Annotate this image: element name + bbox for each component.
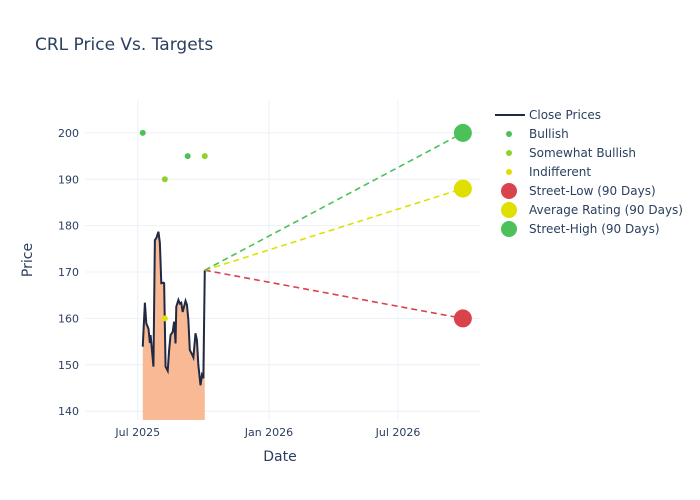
y-tick-label: 140 — [58, 405, 79, 418]
y-tick-label: 160 — [58, 312, 79, 325]
x-tick-label: Jan 2026 — [244, 426, 293, 439]
close-price-line — [141, 231, 206, 386]
target-marker — [453, 309, 472, 328]
y-tick-label: 170 — [58, 266, 79, 279]
target-marker — [453, 179, 472, 198]
legend-marker-icon — [501, 202, 517, 218]
legend-label: Close Prices — [529, 108, 601, 122]
rating-point — [201, 153, 208, 160]
rating-point — [161, 176, 168, 183]
chart-title: CRL Price Vs. Targets — [35, 35, 213, 55]
legend-label: Average Rating (90 Days) — [529, 203, 683, 217]
target-line — [204, 132, 464, 271]
legend-marker-icon — [501, 221, 517, 237]
rating-point — [139, 129, 146, 136]
rating-point — [161, 315, 168, 322]
legend-dot-icon — [506, 131, 512, 137]
legend-label: Somewhat Bullish — [529, 146, 636, 160]
x-tick-label: Jul 2025 — [114, 426, 160, 439]
y-tick-label: 150 — [58, 359, 79, 372]
y-tick-label: 200 — [58, 127, 79, 140]
legend-dot-icon — [506, 150, 512, 156]
x-axis-label: Date — [263, 449, 296, 465]
target-line — [204, 187, 464, 271]
legend-label: Street-Low (90 Days) — [529, 184, 656, 198]
legend-marker-icon — [501, 183, 517, 199]
rating-point — [184, 153, 191, 160]
legend-label: Indifferent — [529, 165, 591, 179]
target-line — [204, 269, 464, 320]
legend-dot-icon — [506, 169, 512, 175]
x-tick-label: Jul 2026 — [375, 426, 421, 439]
y-axis-label: Price — [20, 243, 36, 277]
y-tick-label: 190 — [58, 173, 79, 186]
target-marker — [453, 123, 472, 142]
y-tick-label: 180 — [58, 220, 79, 233]
legend-label: Bullish — [529, 127, 569, 141]
legend-label: Street-High (90 Days) — [529, 222, 660, 236]
